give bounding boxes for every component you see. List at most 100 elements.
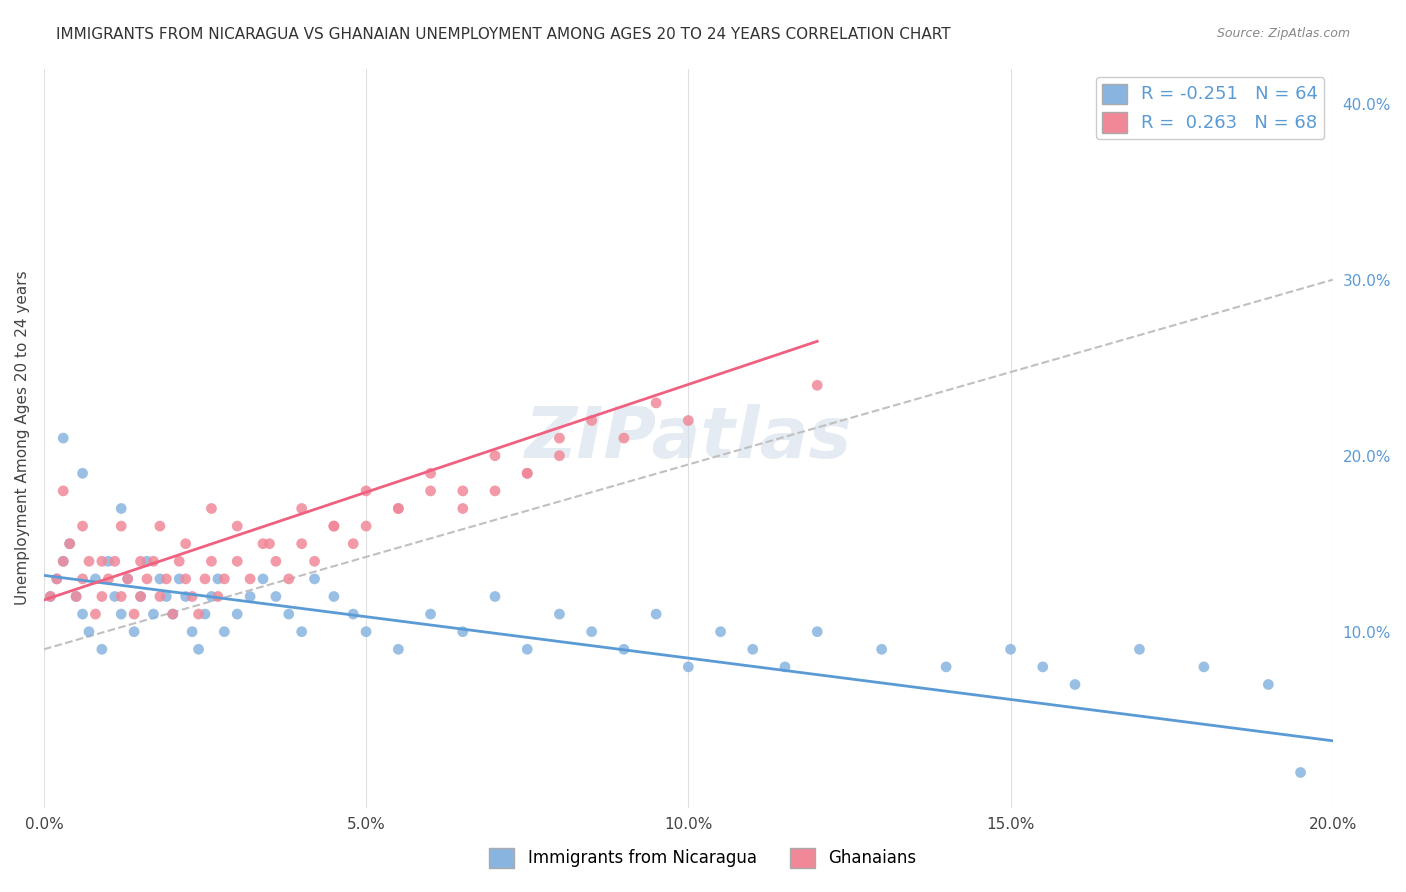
Point [806, 624, 828, 639]
Point [516, 467, 538, 481]
Point [451, 624, 474, 639]
Point [45, 572, 67, 586]
Point [516, 467, 538, 481]
Point [187, 642, 209, 657]
Point [387, 501, 409, 516]
Point [239, 590, 262, 604]
Point [200, 590, 222, 604]
Point [548, 607, 571, 621]
Point [72, 519, 94, 533]
Point [97, 554, 120, 568]
Point [548, 431, 571, 445]
Point [806, 378, 828, 392]
Point [709, 624, 731, 639]
Point [110, 501, 132, 516]
Point [548, 449, 571, 463]
Point [1192, 660, 1215, 674]
Point [200, 501, 222, 516]
Point [387, 501, 409, 516]
Point [581, 624, 603, 639]
Point [110, 607, 132, 621]
Point [149, 519, 172, 533]
Point [207, 572, 229, 586]
Point [226, 607, 249, 621]
Point [419, 607, 441, 621]
Point [129, 554, 152, 568]
Point [129, 590, 152, 604]
Point [264, 590, 287, 604]
Point [1000, 642, 1022, 657]
Point [52, 554, 75, 568]
Point [90, 554, 112, 568]
Point [187, 607, 209, 621]
Point [342, 537, 364, 551]
Point [136, 554, 159, 568]
Point [97, 572, 120, 586]
Point [110, 519, 132, 533]
Point [678, 413, 700, 427]
Point [1032, 660, 1054, 674]
Point [90, 590, 112, 604]
Text: ZIPatlas: ZIPatlas [524, 403, 852, 473]
Point [84, 572, 107, 586]
Point [155, 572, 177, 586]
Point [613, 431, 636, 445]
Point [304, 572, 326, 586]
Point [354, 519, 377, 533]
Point [59, 537, 82, 551]
Point [252, 572, 274, 586]
Point [65, 590, 87, 604]
Point [484, 483, 506, 498]
Point [117, 572, 139, 586]
Point [194, 607, 217, 621]
Point [214, 624, 236, 639]
Point [174, 572, 197, 586]
Point [45, 572, 67, 586]
Point [451, 501, 474, 516]
Point [174, 537, 197, 551]
Point [200, 554, 222, 568]
Point [72, 572, 94, 586]
Point [645, 607, 668, 621]
Point [207, 590, 229, 604]
Point [1289, 765, 1312, 780]
Point [90, 642, 112, 657]
Point [259, 537, 281, 551]
Point [342, 607, 364, 621]
Point [129, 590, 152, 604]
Point [122, 607, 145, 621]
Legend: Immigrants from Nicaragua, Ghanaians: Immigrants from Nicaragua, Ghanaians [482, 841, 924, 875]
Point [451, 483, 474, 498]
Point [291, 624, 314, 639]
Point [291, 501, 314, 516]
Point [741, 642, 763, 657]
Y-axis label: Unemployment Among Ages 20 to 24 years: Unemployment Among Ages 20 to 24 years [15, 271, 30, 606]
Point [104, 590, 127, 604]
Point [181, 590, 204, 604]
Point [77, 554, 100, 568]
Point [194, 572, 217, 586]
Point [39, 590, 62, 604]
Point [142, 607, 165, 621]
Point [72, 467, 94, 481]
Point [613, 642, 636, 657]
Point [149, 590, 172, 604]
Point [162, 607, 184, 621]
Point [72, 607, 94, 621]
Point [117, 572, 139, 586]
Text: IMMIGRANTS FROM NICARAGUA VS GHANAIAN UNEMPLOYMENT AMONG AGES 20 TO 24 YEARS COR: IMMIGRANTS FROM NICARAGUA VS GHANAIAN UN… [56, 27, 950, 42]
Point [252, 537, 274, 551]
Point [387, 642, 409, 657]
Point [39, 590, 62, 604]
Point [239, 572, 262, 586]
Point [264, 554, 287, 568]
Point [167, 572, 190, 586]
Point [214, 572, 236, 586]
Point [52, 431, 75, 445]
Point [581, 413, 603, 427]
Point [65, 590, 87, 604]
Point [1128, 642, 1150, 657]
Point [104, 554, 127, 568]
Legend: R = -0.251   N = 64, R =  0.263   N = 68: R = -0.251 N = 64, R = 0.263 N = 68 [1095, 77, 1324, 139]
Point [226, 519, 249, 533]
